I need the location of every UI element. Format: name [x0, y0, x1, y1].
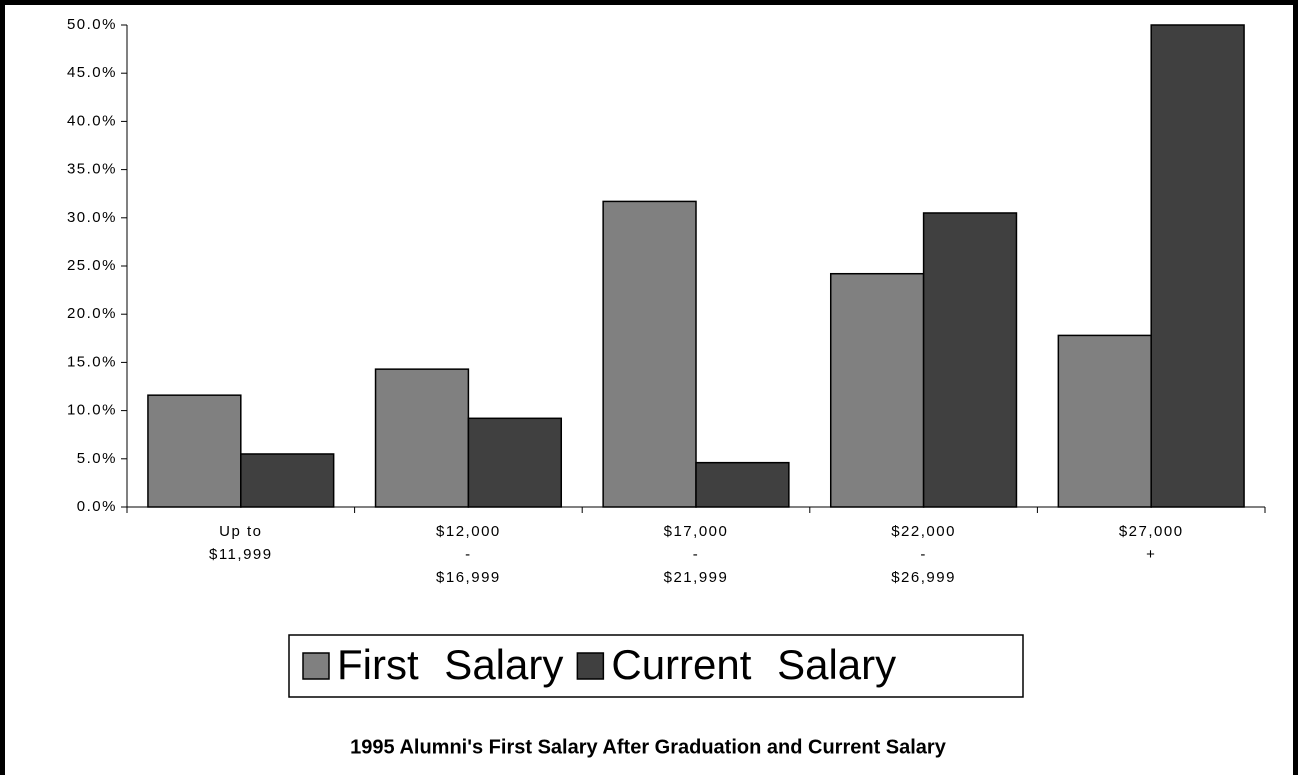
- x-tick-label: $26,999: [891, 569, 956, 586]
- y-tick-label: 50.0%: [67, 16, 117, 33]
- y-tick-label: 0.0%: [77, 498, 117, 515]
- legend-swatch: [576, 652, 605, 680]
- x-tick-label: -: [465, 546, 472, 563]
- chart-title: 1995 Alumni's First Salary After Graduat…: [350, 736, 947, 758]
- x-tick-label: $21,999: [664, 569, 729, 586]
- bar: [374, 368, 470, 508]
- y-tick-label: 20.0%: [67, 305, 117, 322]
- bar: [829, 272, 925, 508]
- x-tick-label: $22,000: [891, 523, 956, 540]
- y-tick-label: 10.0%: [67, 402, 117, 419]
- bar: [922, 212, 1018, 508]
- x-tick-label: $27,000: [1119, 523, 1184, 540]
- x-tick-label: $16,999: [436, 569, 501, 586]
- bar: [240, 453, 335, 508]
- y-tick-label: 45.0%: [67, 64, 117, 81]
- x-tick-label: $17,000: [664, 523, 729, 540]
- bar: [467, 417, 563, 508]
- bar: [1057, 334, 1152, 508]
- bar: [695, 461, 790, 508]
- x-tick-label: +: [1146, 546, 1156, 563]
- x-tick-label: $12,000: [436, 523, 501, 540]
- bar: [147, 394, 242, 508]
- y-tick-label: 35.0%: [67, 161, 117, 178]
- x-tick-label: -: [920, 546, 927, 563]
- y-tick-label: 15.0%: [67, 353, 117, 370]
- y-tick-label: 40.0%: [67, 112, 117, 129]
- bar: [1150, 24, 1245, 508]
- y-tick-label: 30.0%: [67, 209, 117, 226]
- legend-label: First Salary: [337, 641, 563, 688]
- legend-swatch: [302, 652, 330, 680]
- bar: [602, 200, 697, 508]
- y-tick-label: 25.0%: [67, 257, 117, 274]
- legend-box: [288, 634, 1024, 698]
- x-tick-label: -: [693, 546, 700, 563]
- x-tick-label: Up to: [219, 523, 262, 540]
- y-tick-label: 5.0%: [77, 450, 117, 467]
- legend-label: Current Salary: [611, 641, 896, 688]
- x-tick-label: $11,999: [209, 546, 273, 563]
